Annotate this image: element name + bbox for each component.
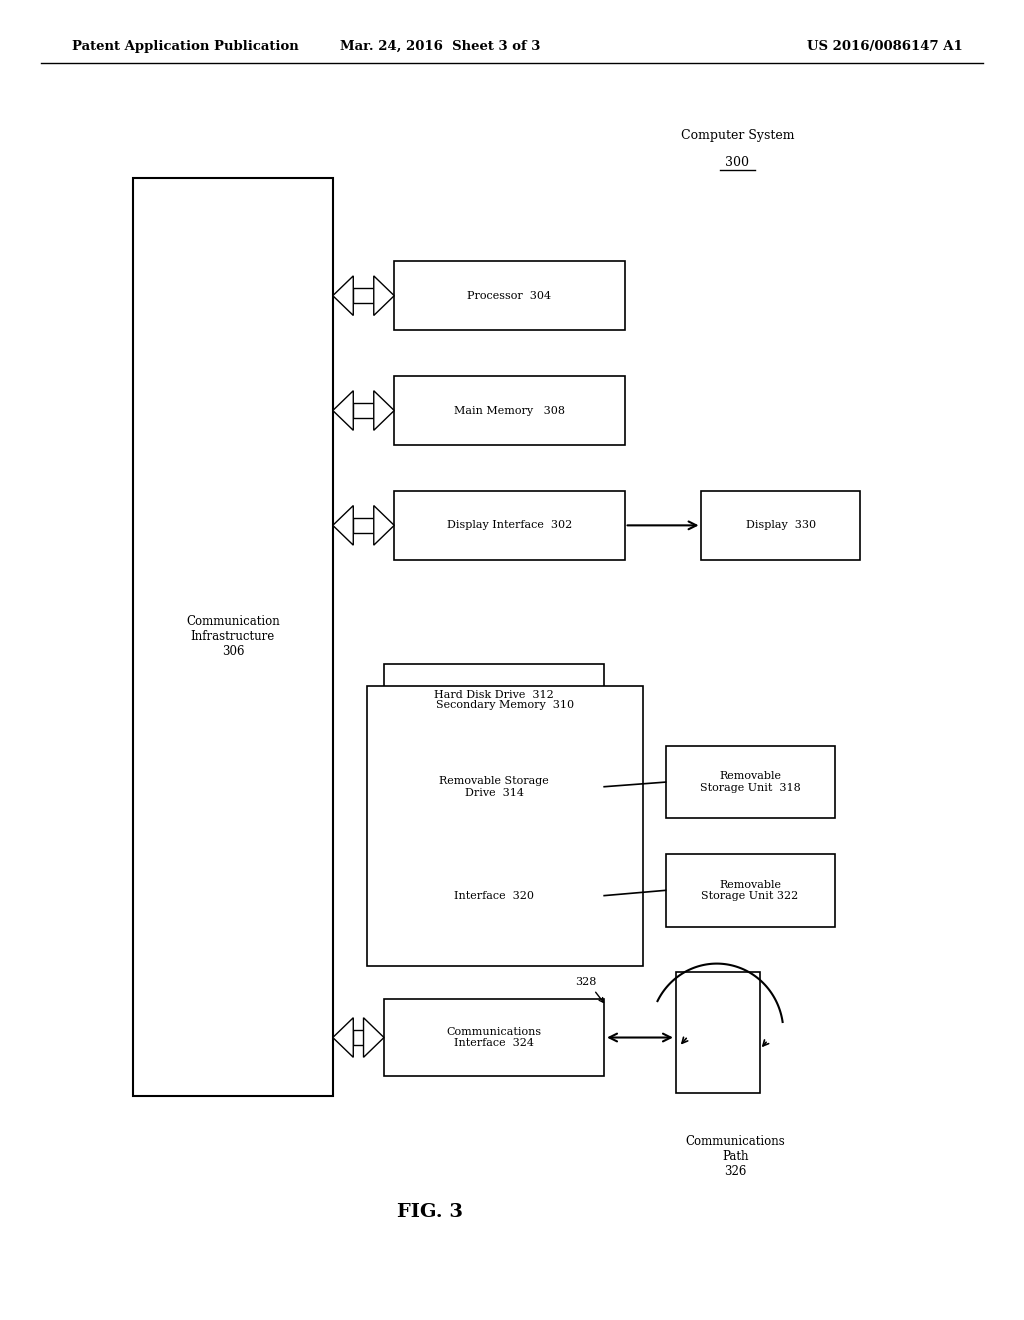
Bar xyxy=(353,403,374,418)
Bar xyxy=(353,1030,364,1045)
Text: Processor  304: Processor 304 xyxy=(467,290,552,301)
Text: Patent Application Publication: Patent Application Publication xyxy=(72,40,298,53)
Text: FIG. 3: FIG. 3 xyxy=(397,1203,463,1221)
Text: Communication
Infrastructure
306: Communication Infrastructure 306 xyxy=(186,615,280,659)
Bar xyxy=(384,999,604,1076)
Bar xyxy=(384,748,604,825)
Polygon shape xyxy=(374,391,394,430)
Bar xyxy=(384,865,604,927)
Polygon shape xyxy=(333,391,353,430)
Text: Computer System: Computer System xyxy=(681,129,794,143)
Polygon shape xyxy=(364,1018,384,1057)
Bar xyxy=(666,746,835,818)
Text: Communications
Path
326: Communications Path 326 xyxy=(685,1135,785,1179)
Text: Removable
Storage Unit 322: Removable Storage Unit 322 xyxy=(701,879,799,902)
Polygon shape xyxy=(333,276,353,315)
Text: Display Interface  302: Display Interface 302 xyxy=(446,520,572,531)
Polygon shape xyxy=(374,276,394,315)
Text: Hard Disk Drive  312: Hard Disk Drive 312 xyxy=(434,690,554,700)
Bar xyxy=(394,491,625,560)
Text: US 2016/0086147 A1: US 2016/0086147 A1 xyxy=(807,40,963,53)
Polygon shape xyxy=(374,506,394,545)
Text: Display  330: Display 330 xyxy=(745,520,816,531)
Text: Removable Storage
Drive  314: Removable Storage Drive 314 xyxy=(439,776,549,797)
Text: Removable
Storage Unit  318: Removable Storage Unit 318 xyxy=(699,771,801,793)
Bar xyxy=(353,288,374,304)
Text: 300: 300 xyxy=(725,156,750,169)
Bar xyxy=(666,854,835,927)
Bar xyxy=(133,178,333,1096)
Text: Main Memory   308: Main Memory 308 xyxy=(454,405,565,416)
Text: Communications
Interface  324: Communications Interface 324 xyxy=(446,1027,542,1048)
Polygon shape xyxy=(333,1018,353,1057)
Text: Secondary Memory  310: Secondary Memory 310 xyxy=(436,700,573,710)
Text: Mar. 24, 2016  Sheet 3 of 3: Mar. 24, 2016 Sheet 3 of 3 xyxy=(340,40,541,53)
Bar xyxy=(384,664,604,726)
Polygon shape xyxy=(333,506,353,545)
Text: Interface  320: Interface 320 xyxy=(454,891,535,900)
Bar xyxy=(701,491,860,560)
Bar xyxy=(353,517,374,533)
Bar xyxy=(367,686,643,966)
Bar xyxy=(394,261,625,330)
Text: 328: 328 xyxy=(575,977,596,987)
Bar xyxy=(676,972,760,1093)
Bar xyxy=(394,376,625,445)
